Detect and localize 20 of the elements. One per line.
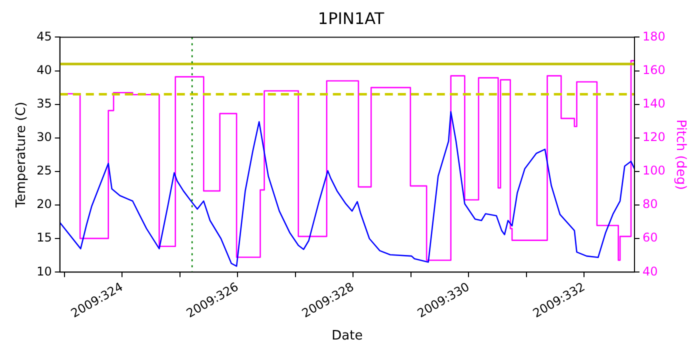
y2-axis-title: Pitch (deg)	[672, 119, 688, 190]
y2-tick-label: 160	[642, 62, 666, 77]
y2-tick-label: 120	[642, 130, 666, 144]
y-tick-label: 25	[36, 164, 52, 178]
y2-tick-label: 40	[642, 264, 658, 278]
y-tick-label: 10	[36, 264, 52, 278]
x-axis-title: Date	[332, 328, 363, 344]
y2-tick-label: 140	[642, 96, 666, 110]
y-tick-label: 40	[36, 62, 52, 77]
y-tick-label: 45	[36, 29, 52, 44]
y-axis-title: Temperature (C)	[14, 102, 30, 209]
y2-tick-label: 60	[642, 230, 658, 245]
y2-tick-label: 100	[642, 164, 666, 178]
y-tick-label: 15	[36, 230, 52, 245]
chart-title: 1PIN1AT	[318, 8, 384, 28]
y-tick-label: 35	[36, 96, 52, 110]
y2-tick-label: 180	[642, 29, 666, 44]
y-tick-label: 30	[36, 130, 52, 144]
y2-tick-label: 80	[642, 197, 658, 212]
y-tick-label: 20	[36, 197, 52, 212]
